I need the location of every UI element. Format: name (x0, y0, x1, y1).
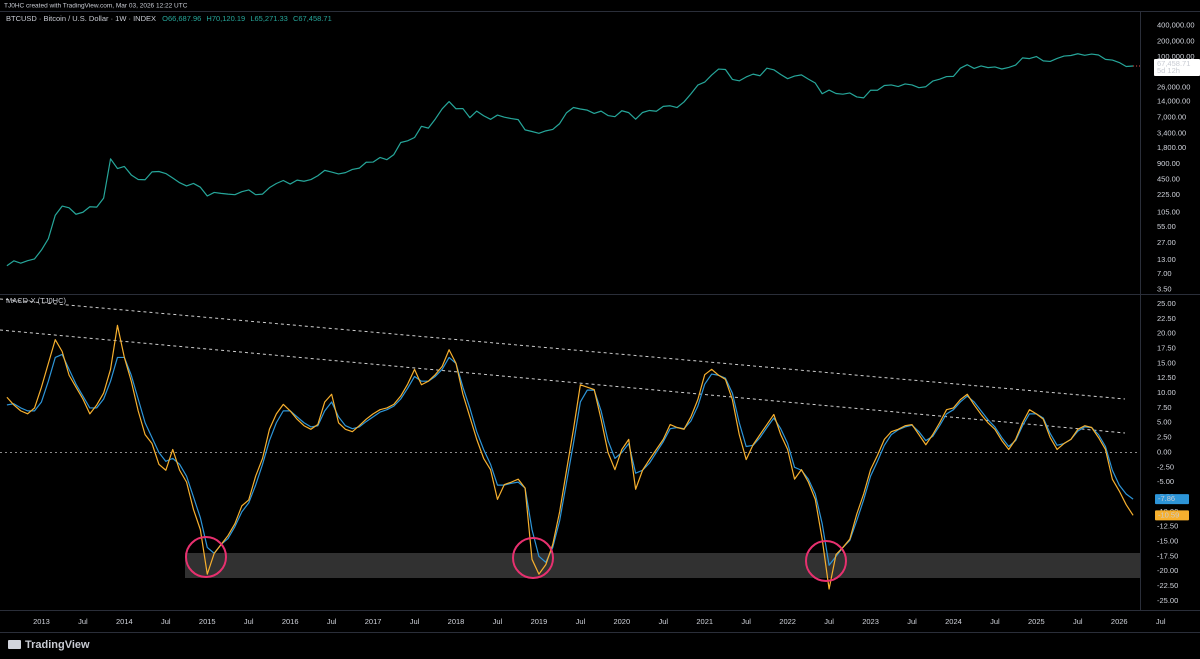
x-tick-label: 2013 (33, 617, 50, 626)
x-tick-label: 2023 (862, 617, 879, 626)
symbol-legend: BTCUSD · Bitcoin / U.S. Dollar · 1W · IN… (6, 14, 332, 23)
ohlc-high: H70,120.19 (206, 14, 245, 23)
x-tick-label: Jul (327, 617, 337, 626)
x-tick-label: Jul (410, 617, 420, 626)
x-tick-label: 2019 (531, 617, 548, 626)
y-tick-label: 7.50 (1157, 403, 1172, 412)
last-value-label: -10.59 (1158, 510, 1179, 519)
y-tick-label: -20.00 (1157, 566, 1178, 575)
ohlc-open: O66,687.96 (162, 14, 201, 23)
y-tick-label: 225.00 (1157, 190, 1180, 199)
y-tick-label: 25.00 (1157, 299, 1176, 308)
y-tick-label: -5.00 (1157, 477, 1174, 486)
last-value-box (1155, 510, 1189, 521)
x-tick-label: 2020 (613, 617, 630, 626)
x-tick-label: Jul (161, 617, 171, 626)
y-tick-label: 20.00 (1157, 329, 1176, 338)
footer-logo: TradingView (8, 639, 90, 651)
x-tick-label: Jul (990, 617, 1000, 626)
highlight-circle (805, 540, 847, 582)
x-tick-label: 2026 (1111, 617, 1128, 626)
plot-area (0, 53, 1140, 590)
x-tick-label: Jul (576, 617, 586, 626)
trendline-upper (0, 298, 1126, 400)
footer-text: TradingView (25, 639, 90, 651)
x-tick-label: Jul (741, 617, 751, 626)
indicator-title: MACD-X (TJ0HC) (6, 296, 66, 305)
y-tick-label: 900.00 (1157, 159, 1180, 168)
logo-mark (8, 640, 21, 649)
y-tick-label: 200,000.00 (1157, 36, 1195, 45)
series-line (6, 353, 1134, 566)
header: TJ0HC created with TradingView.com, Mar … (4, 3, 188, 10)
x-tick-label: 2017 (365, 617, 382, 626)
y-tick-label: 13.00 (1157, 255, 1176, 264)
y-tick-label: 5.00 (1157, 418, 1172, 427)
y-tick-label: 15.00 (1157, 358, 1176, 367)
y-tick-label: 7.00 (1157, 269, 1172, 278)
y-tick-label: 26,000.00 (1157, 83, 1190, 92)
y-tick-label: 2.50 (1157, 433, 1172, 442)
x-tick-label: 2021 (696, 617, 713, 626)
y-tick-label: -25.00 (1157, 596, 1178, 605)
series-line (6, 324, 1134, 590)
y-tick-label: 22.50 (1157, 314, 1176, 323)
x-tick-label: 2015 (199, 617, 216, 626)
x-tick-label: Jul (493, 617, 503, 626)
y-tick-label: 17.50 (1157, 344, 1176, 353)
x-tick-label: 2014 (116, 617, 133, 626)
x-tick-label: Jul (1073, 617, 1083, 626)
y-tick-label: -2.50 (1157, 462, 1174, 471)
y-tick-label: 105.00 (1157, 207, 1180, 216)
y-tick-label: -15.00 (1157, 536, 1178, 545)
x-tick-label: 2016 (282, 617, 299, 626)
y-tick-label: 0.00 (1157, 447, 1172, 456)
series-line (6, 53, 1134, 267)
last-value-box (1155, 494, 1189, 505)
y-tick-label: -12.50 (1157, 522, 1178, 531)
y-tick-label: 27.00 (1157, 238, 1176, 247)
countdown-label: 5d 12h (1157, 66, 1180, 75)
y-tick-label: 100,000.00 (1157, 52, 1195, 61)
ohlc-close: C67,458.71 (293, 14, 332, 23)
y-tick-label: -22.50 (1157, 581, 1178, 590)
y-tick-label: 10.00 (1157, 388, 1176, 397)
y-tick-label: 3.50 (1157, 284, 1172, 293)
y-tick-label: 14,000.00 (1157, 97, 1190, 106)
y-tick-label: 400,000.00 (1157, 21, 1195, 30)
oversold-zone (185, 553, 1140, 578)
x-tick-label: 2018 (448, 617, 465, 626)
x-tick-label: 2024 (945, 617, 962, 626)
y-tick-label: -17.50 (1157, 551, 1178, 560)
y-tick-label: 55.00 (1157, 222, 1176, 231)
x-tick-label: Jul (824, 617, 834, 626)
ohlc-low: L65,271.33 (250, 14, 288, 23)
x-tick-label: 2022 (779, 617, 796, 626)
y-tick-label: 3,400.00 (1157, 129, 1186, 138)
y-tick-label: 1,800.00 (1157, 143, 1186, 152)
x-tick-label: Jul (78, 617, 88, 626)
y-tick-label: 12.50 (1157, 373, 1176, 382)
x-tick-label: Jul (907, 617, 917, 626)
highlight-circle (185, 536, 227, 578)
trendline-lower (0, 329, 1126, 434)
highlight-circle (512, 537, 554, 579)
x-tick-label: Jul (244, 617, 254, 626)
x-tick-label: Jul (658, 617, 668, 626)
last-value-label: -7.86 (1158, 494, 1175, 503)
y-tick-label: 450.00 (1157, 174, 1180, 183)
x-tick-label: 2025 (1028, 617, 1045, 626)
price-label: 67,458.71 (1157, 59, 1190, 68)
symbol-title: BTCUSD · Bitcoin / U.S. Dollar · 1W · IN… (6, 14, 156, 23)
y-tick-label: 7,000.00 (1157, 112, 1186, 121)
x-tick-label: Jul (1156, 617, 1166, 626)
price-label-box (1154, 58, 1200, 76)
